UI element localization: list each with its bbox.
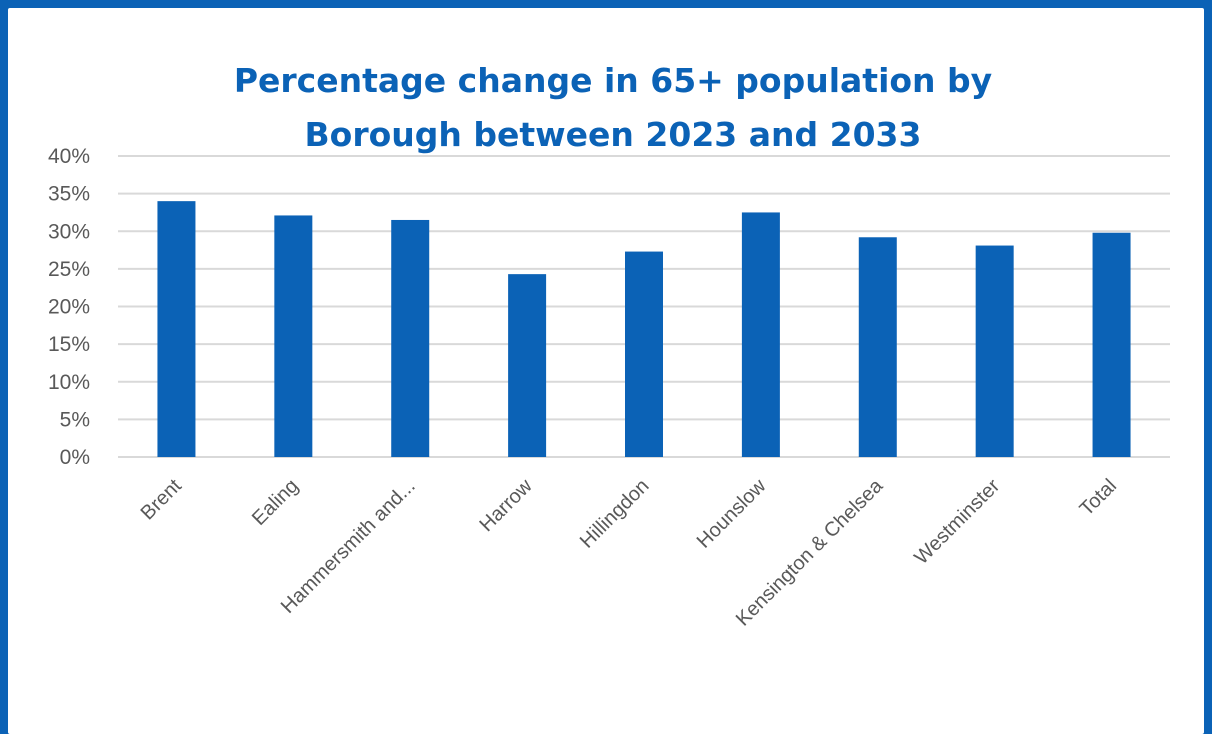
y-tick-label: 5% [60, 408, 90, 431]
chart-title-line-1: Percentage change in 65+ population by [234, 61, 992, 100]
y-tick-label: 35% [48, 183, 90, 206]
x-tick-label: Ealing [248, 475, 303, 530]
y-tick-label: 10% [48, 371, 90, 394]
x-tick-label: Total [1076, 475, 1121, 520]
y-tick-label: 20% [48, 296, 90, 319]
x-tick-label: Brent [137, 475, 187, 525]
bars [157, 201, 1131, 457]
x-tick-label: Hillingdon [576, 475, 654, 553]
y-tick-label: 40% [48, 145, 90, 168]
x-tick-label: Hounslow [693, 475, 771, 553]
bar [975, 245, 1014, 457]
bar [157, 201, 196, 457]
y-tick-label: 30% [48, 220, 90, 243]
bar [391, 219, 430, 457]
y-axis-ticks: 0% 5% 10% 15% 20% 25% 30% 35% 40% [48, 145, 90, 469]
x-tick-label: Harrow [476, 475, 538, 537]
bar [508, 274, 547, 457]
bar [625, 251, 663, 457]
y-tick-label: 15% [48, 333, 90, 356]
bar [274, 215, 313, 457]
x-tick-label: Westminster [910, 475, 1004, 569]
chart-title-line-2: Borough between 2023 and 2033 [305, 115, 922, 154]
y-tick-label: 0% [60, 446, 90, 469]
chart-title: Percentage change in 65+ population by B… [234, 61, 992, 154]
bar [858, 237, 897, 457]
x-tick-label: Hammersmith and... [277, 475, 420, 618]
bar [741, 212, 780, 457]
bar [1092, 232, 1131, 457]
y-tick-label: 25% [48, 258, 90, 281]
